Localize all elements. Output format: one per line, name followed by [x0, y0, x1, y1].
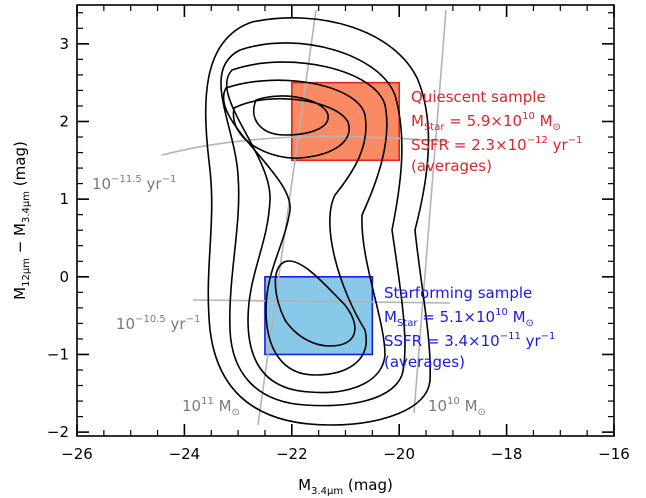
- ssfr-line-upper: [161, 135, 451, 156]
- x-tick-label: −20: [383, 445, 415, 463]
- y-axis-label: M12μm − M3.4μm (mag): [11, 141, 32, 300]
- ssfr-label-lower: 10−10.5 yr−1: [116, 314, 200, 333]
- starforming-mass-line: MStar = 5.1×1010 M⊙: [384, 307, 534, 329]
- x-tick-label: −16: [598, 445, 630, 463]
- mass-line-left: [257, 9, 317, 426]
- quiescent-note: (averages): [411, 157, 492, 175]
- quiescent-label: Quiescent sample MStar = 5.9×1010 M⊙ SSF…: [411, 88, 587, 175]
- ssfr-label-upper: 10−11.5 yr−1: [92, 174, 176, 193]
- quiescent-mass-line: MStar = 5.9×1010 M⊙: [411, 111, 561, 133]
- y-tick-label: 3: [59, 35, 69, 53]
- mass-label-right: 1010 M⊙: [428, 396, 486, 418]
- mass-label-left: 1011 M⊙: [182, 396, 240, 418]
- starforming-label: Starforming sample MStar = 5.1×1010 M⊙ S…: [384, 284, 560, 371]
- contour-level-6: [274, 260, 356, 347]
- x-tick-label: −24: [169, 445, 201, 463]
- quiescent-title: Quiescent sample: [411, 88, 546, 106]
- x-tick-label: −18: [491, 445, 523, 463]
- y-tick-label: 0: [59, 268, 69, 286]
- mass-line-right: [413, 9, 447, 414]
- starforming-title: Starforming sample: [384, 284, 532, 302]
- axes: −26 −24 −22 −20 −18 −16 −2 −1 0 1 2 3 M3.4μm (mag) M1…: [11, 4, 630, 497]
- contour-level-7: [252, 95, 329, 136]
- contour-level-1: [204, 17, 432, 426]
- starforming-note: (averages): [384, 353, 465, 371]
- starforming-ssfr-line: SSFR = 3.4×10−11 yr−1: [384, 331, 555, 350]
- x-tick-label: −26: [61, 445, 93, 463]
- contour-level-3: [225, 61, 388, 394]
- guide-lines: [161, 9, 451, 426]
- x-axis-label: M3.4μm (mag): [298, 476, 393, 497]
- y-tick-label: −2: [47, 423, 69, 441]
- annotations: Quiescent sample MStar = 5.9×1010 M⊙ SSF…: [92, 88, 587, 418]
- y-tick-label: 1: [59, 190, 69, 208]
- contour-level-5: [232, 97, 350, 159]
- contour-level-2: [220, 42, 406, 407]
- ssfr-line-lower: [192, 299, 451, 304]
- contour-level-4: [222, 79, 367, 376]
- density-contours: [204, 17, 432, 426]
- x-tick-label: −22: [276, 445, 308, 463]
- y-tick-label: −1: [47, 345, 69, 363]
- plot-frame: [76, 4, 615, 437]
- quiescent-ssfr-line: SSFR = 2.3×10−12 yr−1: [411, 135, 582, 154]
- y-tick-label: 2: [59, 112, 69, 130]
